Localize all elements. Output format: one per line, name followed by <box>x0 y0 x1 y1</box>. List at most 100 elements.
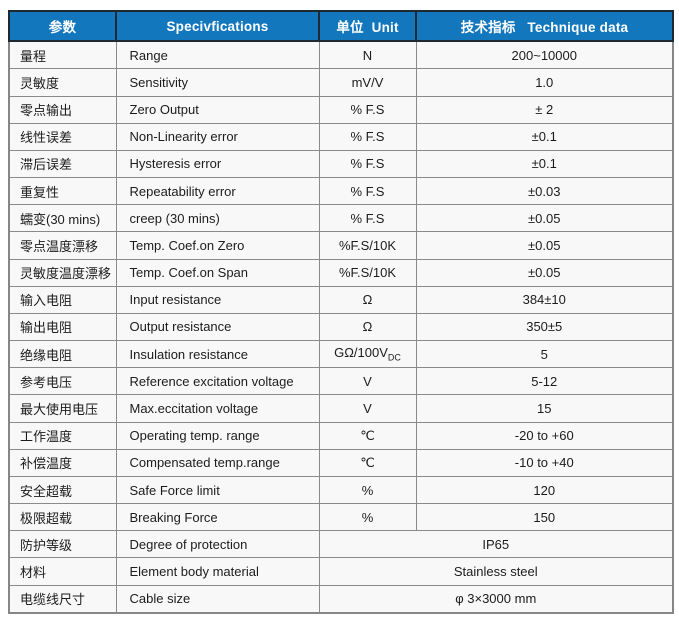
parameter-cell: 蠕变(30 mins) <box>8 204 117 233</box>
unit-cell: %F.S/10K <box>318 258 417 287</box>
table-row: 绝缘电阻 Insulation resistance GΩ/100VDC 5 <box>8 340 674 369</box>
unit-cell: ℃ <box>318 448 417 477</box>
parameter-cell: 补偿温度 <box>8 448 117 477</box>
value-cell: 5 <box>415 340 674 369</box>
value-cell: 350±5 <box>415 312 674 342</box>
spec-table-body: 量程 Range N 200~10000 灵敏度 Sensitivity mV/V 1.0 零点… <box>8 40 674 614</box>
table-row: 零点温度漂移 Temp. Coef.on Zero %F.S/10K ±0.05 <box>8 231 674 260</box>
table-row: 输入电阻 Input resistance Ω 384±10 <box>8 285 674 314</box>
parameter-cell: 材料 <box>8 557 117 586</box>
parameter-cell: 线性误差 <box>8 122 117 151</box>
table-row: 材料 Element body material Stainless steel <box>8 557 674 586</box>
value-cell: 120 <box>415 475 674 505</box>
specification-cell: Temp. Coef.on Span <box>115 258 320 287</box>
parameter-cell: 极限超载 <box>8 503 117 532</box>
unit-cell: % <box>318 503 417 532</box>
value-cell: ±0.05 <box>415 204 674 233</box>
parameter-cell: 输入电阻 <box>8 285 117 314</box>
specification-cell: Temp. Coef.on Zero <box>115 231 320 260</box>
table-row: 参考电压 Reference excitation voltage V 5-12 <box>8 367 674 396</box>
table-row: 灵敏度温度漂移 Temp. Coef.on Span %F.S/10K ±0.05 <box>8 258 674 287</box>
specifications-table: 参数 Specivfications 单位 Unit 技术指标 Techniqu… <box>8 10 674 614</box>
parameter-cell: 参考电压 <box>8 367 117 396</box>
specification-cell: Output resistance <box>115 312 320 342</box>
parameter-cell: 零点温度漂移 <box>8 231 117 260</box>
parameter-cell: 重复性 <box>8 177 117 206</box>
table-row: 极限超载 Breaking Force% 150 <box>8 503 674 532</box>
merged-value-cell: IP65 <box>318 530 674 559</box>
unit-cell: % F.S <box>318 95 417 124</box>
parameter-cell: 滞后误差 <box>8 149 117 179</box>
parameter-cell: 最大使用电压 <box>8 394 117 423</box>
specification-cell: Breaking Force <box>115 503 320 532</box>
value-cell: 200~10000 <box>415 40 674 70</box>
specification-cell: Reference excitation voltage <box>115 367 320 396</box>
value-cell: ±0.03 <box>415 177 674 206</box>
table-row: 滞后误差 Hysteresis error% F.S ±0.1 <box>8 149 674 179</box>
specification-cell: Compensated temp.range <box>115 448 320 477</box>
specification-cell: Operating temp. range <box>115 421 320 450</box>
table-row: 最大使用电压 Max.eccitation voltage V 15 <box>8 394 674 423</box>
value-cell: ±0.05 <box>415 258 674 287</box>
parameter-cell: 防护等级 <box>8 530 117 559</box>
header-specifications: Specivfications <box>115 10 320 42</box>
specification-cell: Insulation resistance <box>115 340 320 369</box>
parameter-cell: 量程 <box>8 40 117 70</box>
value-cell: ±0.05 <box>415 231 674 260</box>
value-cell: ±0.1 <box>415 122 674 151</box>
table-row: 输出电阻 Output resistance Ω 350±5 <box>8 312 674 342</box>
value-cell: -10 to +40 <box>415 448 674 477</box>
table-row: 补偿温度 Compensated temp.range ℃ -10 to +40 <box>8 448 674 477</box>
table-row: 重复性 Repeatability error% F.S ±0.03 <box>8 177 674 206</box>
table-row: 防护等级 Degree of protection IP65 <box>8 530 674 559</box>
unit-cell: N <box>318 40 417 70</box>
parameter-cell: 工作温度 <box>8 421 117 450</box>
unit-cell: %F.S/10K <box>318 231 417 260</box>
table-row: 电缆线尺寸 Cable size φ 3×3000 mm <box>8 584 674 614</box>
value-cell: ± 2 <box>415 95 674 124</box>
parameter-cell: 电缆线尺寸 <box>8 584 117 614</box>
value-cell: 150 <box>415 503 674 532</box>
merged-value-cell: φ 3×3000 mm <box>318 584 674 614</box>
unit-cell: V <box>318 394 417 423</box>
specification-cell: Max.eccitation voltage <box>115 394 320 423</box>
header-unit: 单位 Unit <box>318 10 417 42</box>
specification-cell: Input resistance <box>115 285 320 314</box>
specification-cell: Degree of protection <box>115 530 320 559</box>
unit-cell: % F.S <box>318 149 417 179</box>
value-cell: 1.0 <box>415 68 674 97</box>
value-cell: 384±10 <box>415 285 674 314</box>
unit-cell: Ω <box>318 285 417 314</box>
specification-cell: Range <box>115 40 320 70</box>
specification-cell: Repeatability error <box>115 177 320 206</box>
parameter-cell: 灵敏度温度漂移 <box>8 258 117 287</box>
merged-value-cell: Stainless steel <box>318 557 674 586</box>
unit-cell: % F.S <box>318 177 417 206</box>
table-row: 零点输出 Zero Output% F.S ± 2 <box>8 95 674 124</box>
specification-cell: Non-Linearity error <box>115 122 320 151</box>
specification-cell: Sensitivity <box>115 68 320 97</box>
table-row: 线性误差 Non-Linearity error% F.S ±0.1 <box>8 122 674 151</box>
value-cell: ±0.1 <box>415 149 674 179</box>
table-row: 安全超载 Safe Force limit% 120 <box>8 475 674 505</box>
value-cell: 15 <box>415 394 674 423</box>
specification-cell: Element body material <box>115 557 320 586</box>
unit-cell: % F.S <box>318 122 417 151</box>
parameter-cell: 零点输出 <box>8 95 117 124</box>
unit-cell: V <box>318 367 417 396</box>
header-parameter: 参数 <box>8 10 117 42</box>
unit-cell: % F.S <box>318 204 417 233</box>
table-row: 量程 Range N 200~10000 <box>8 40 674 70</box>
specification-cell: Zero Output <box>115 95 320 124</box>
header-technique-data: 技术指标 Technique data <box>415 10 674 42</box>
value-cell: -20 to +60 <box>415 421 674 450</box>
specification-cell: Safe Force limit <box>115 475 320 505</box>
unit-cell: mV/V <box>318 68 417 97</box>
table-row: 蠕变(30 mins) creep (30 mins)% F.S ±0.05 <box>8 204 674 233</box>
unit-cell: GΩ/100VDC <box>318 340 417 369</box>
table-row: 工作温度 Operating temp. range ℃ -20 to +60 <box>8 421 674 450</box>
table-row: 灵敏度 Sensitivity mV/V 1.0 <box>8 68 674 97</box>
specification-cell: Cable size <box>115 584 320 614</box>
unit-cell: % <box>318 475 417 505</box>
